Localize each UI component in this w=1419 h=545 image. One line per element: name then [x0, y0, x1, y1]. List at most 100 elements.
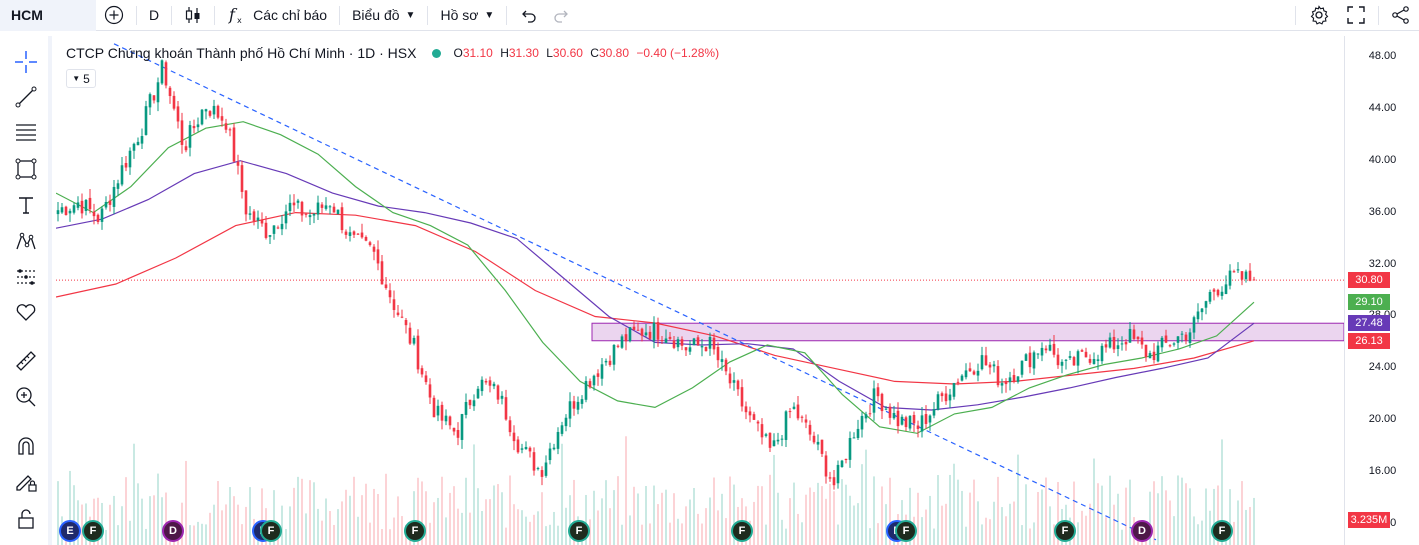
share-button[interactable]	[1383, 0, 1419, 31]
indicators-collapse-button[interactable]: ▼ 5	[66, 69, 96, 88]
volume-bar	[357, 516, 359, 545]
volume-bar	[565, 507, 567, 545]
volume-bar	[1193, 516, 1195, 545]
redo-button[interactable]	[545, 0, 579, 31]
volume-bar	[713, 477, 715, 545]
price-tick: 48.00	[1368, 49, 1397, 62]
prediction-tool[interactable]	[13, 264, 39, 290]
profile-menu-label: Hồ sơ	[440, 7, 479, 23]
event-marker-d[interactable]: D	[162, 520, 184, 542]
candle	[860, 415, 864, 430]
candle	[880, 393, 884, 412]
candle	[464, 401, 468, 415]
candle	[716, 346, 720, 361]
volume-bar	[393, 517, 395, 545]
volume-bar	[185, 460, 187, 545]
volume-bar	[1213, 488, 1215, 545]
undo-button[interactable]	[511, 0, 545, 31]
symbol-search[interactable]: HCM	[0, 0, 96, 31]
settings-button[interactable]	[1300, 0, 1338, 31]
fullscreen-button[interactable]	[1338, 0, 1374, 31]
ohlc-values: O31.10 H31.30 L30.60 C30.80 −0.40 (−1.28…	[453, 46, 720, 60]
volume-bar	[757, 485, 759, 545]
candle	[768, 432, 772, 448]
volume-bar	[597, 510, 599, 545]
chart-menu-button[interactable]: Biểu đồ ▼	[344, 0, 423, 31]
event-marker-e[interactable]: E	[59, 520, 81, 542]
candle	[988, 364, 992, 368]
volume-bar	[1165, 490, 1167, 545]
volume-bar	[1009, 503, 1011, 545]
gear-icon	[1308, 4, 1330, 26]
candle	[952, 382, 956, 397]
candle	[308, 215, 312, 218]
volume-bar	[1157, 493, 1159, 545]
event-marker-f[interactable]: F	[260, 520, 282, 542]
drawing-toolbar	[0, 36, 52, 545]
fib-tool[interactable]	[13, 120, 39, 146]
candle	[500, 395, 504, 399]
profile-menu-button[interactable]: Hồ sơ ▼	[432, 0, 502, 31]
chart-type-button[interactable]	[176, 0, 210, 31]
candle	[1188, 332, 1192, 343]
volume-bar	[1229, 489, 1231, 545]
candle	[764, 434, 768, 436]
event-marker-d[interactable]: D	[1131, 520, 1153, 542]
ma-purple-line	[56, 160, 1255, 411]
event-marker-f[interactable]: F	[1054, 520, 1076, 542]
candle	[1200, 308, 1204, 313]
candle	[456, 429, 460, 438]
trend-line-tool[interactable]	[13, 84, 39, 110]
text-tool[interactable]	[13, 192, 39, 218]
event-marker-f[interactable]: F	[568, 520, 590, 542]
price-axis[interactable]: 48.0044.0040.0036.0032.0028.0024.0020.00…	[1344, 36, 1419, 545]
event-marker-f[interactable]: F	[731, 520, 753, 542]
candle	[144, 106, 148, 135]
volume-bar	[1113, 504, 1115, 545]
compare-button[interactable]	[96, 0, 132, 31]
volume-bar	[945, 503, 947, 545]
candle	[912, 415, 916, 424]
event-marker-f[interactable]: F	[895, 520, 917, 542]
volume-bar	[613, 490, 615, 545]
volume-bar	[233, 496, 235, 545]
volume-bar	[477, 488, 479, 545]
event-marker-f[interactable]: F	[404, 520, 426, 542]
price-chart[interactable]	[56, 36, 1344, 545]
crosshair-tool[interactable]	[13, 49, 39, 75]
candle	[896, 410, 900, 427]
event-marker-f[interactable]: F	[82, 520, 104, 542]
favorites-tool[interactable]	[13, 299, 39, 325]
fullscreen-icon	[1346, 5, 1366, 25]
candle	[396, 312, 400, 315]
volume-bar	[585, 494, 587, 545]
lock-drawing-tool[interactable]	[13, 469, 39, 495]
magnet-tool[interactable]	[13, 433, 39, 459]
measure-tool[interactable]	[13, 348, 39, 374]
candle	[1084, 351, 1088, 358]
patterns-tool[interactable]	[13, 228, 39, 254]
candle	[492, 383, 496, 387]
candle	[168, 87, 172, 97]
candles-icon	[184, 5, 202, 25]
volume-bar	[869, 528, 871, 545]
interval-button[interactable]: D	[141, 0, 167, 31]
pencil-lock-icon	[14, 470, 38, 494]
volume-bar	[1125, 487, 1127, 545]
volume-bar	[813, 491, 815, 545]
candle	[864, 414, 868, 419]
event-marker-f[interactable]: F	[1211, 520, 1233, 542]
candle	[436, 405, 440, 416]
candle	[676, 339, 680, 348]
volume-bar	[965, 526, 967, 545]
volume-bar	[1205, 488, 1207, 545]
candle	[564, 417, 568, 427]
candle	[92, 211, 96, 217]
candle	[1076, 351, 1080, 366]
zoom-tool[interactable]	[13, 384, 39, 410]
shapes-tool[interactable]	[13, 156, 39, 182]
ma-purple-label: 27.48	[1348, 315, 1390, 332]
lock-tool[interactable]	[13, 506, 39, 532]
candle	[300, 201, 304, 216]
